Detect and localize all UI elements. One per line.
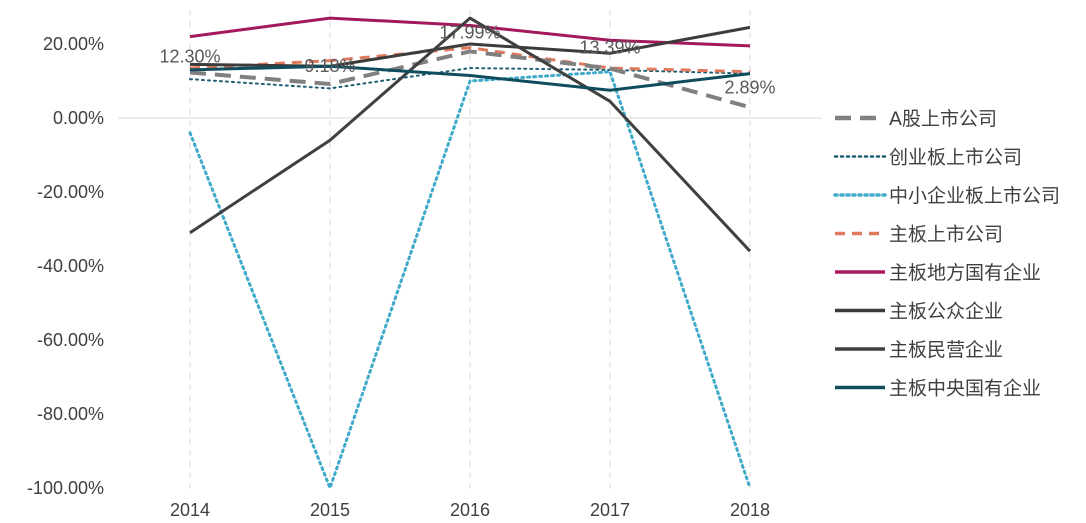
x-tick-label: 2018 [730, 500, 770, 520]
x-tick-label: 2016 [450, 500, 490, 520]
series-line-7 [189, 16, 752, 253]
data-label: 17.99% [439, 22, 500, 42]
series-layer [188, 16, 752, 490]
y-tick-label: 0.00% [53, 108, 104, 128]
series-line-4 [189, 46, 751, 74]
series-line-1 [189, 49, 751, 110]
legend-label: 中小企业板上市公司 [889, 185, 1060, 207]
legend-label: 主板地方国有企业 [889, 262, 1041, 284]
axes-layer: 20.00% 0.00% -20.00% -40.00% -60.00% -80.00% -… [27, 34, 770, 520]
legend-label: 创业板上市公司 [889, 147, 1022, 169]
legend-label: A股上市公司 [889, 108, 997, 130]
y-tick-label: -60.00% [37, 330, 104, 350]
y-tick-label: 20.00% [43, 34, 104, 54]
y-tick-label: -20.00% [37, 182, 104, 202]
data-labels-layer: 12.30% 9.18% 17.99% 13.39% 2.89% [159, 22, 775, 97]
legend-label: 主板民营企业 [889, 339, 1003, 361]
x-tick-label: 2017 [590, 500, 630, 520]
series-line-5 [189, 16, 751, 48]
x-tick-label: 2015 [310, 500, 350, 520]
legend-label: 主板公众企业 [889, 301, 1003, 323]
data-label: 13.39% [579, 37, 640, 57]
x-tick-label: 2014 [170, 500, 210, 520]
legend: A股上市公司创业板上市公司中小企业板上市公司主板上市公司主板地方国有企业主板公众… [833, 108, 1060, 400]
series-line-3 [188, 70, 752, 490]
series-line-6 [189, 25, 751, 68]
data-label: 2.89% [724, 77, 775, 97]
y-tick-label: -40.00% [37, 256, 104, 276]
series-line-2 [189, 67, 751, 90]
legend-label: 主板上市公司 [889, 224, 1003, 246]
legend-label: 主板中央国有企业 [889, 378, 1041, 400]
series-line-8 [189, 64, 751, 92]
y-tick-label: -100.00% [27, 478, 104, 498]
data-label: 9.18% [304, 56, 355, 76]
y-tick-label: -80.00% [37, 404, 104, 424]
data-label: 12.30% [159, 46, 220, 66]
